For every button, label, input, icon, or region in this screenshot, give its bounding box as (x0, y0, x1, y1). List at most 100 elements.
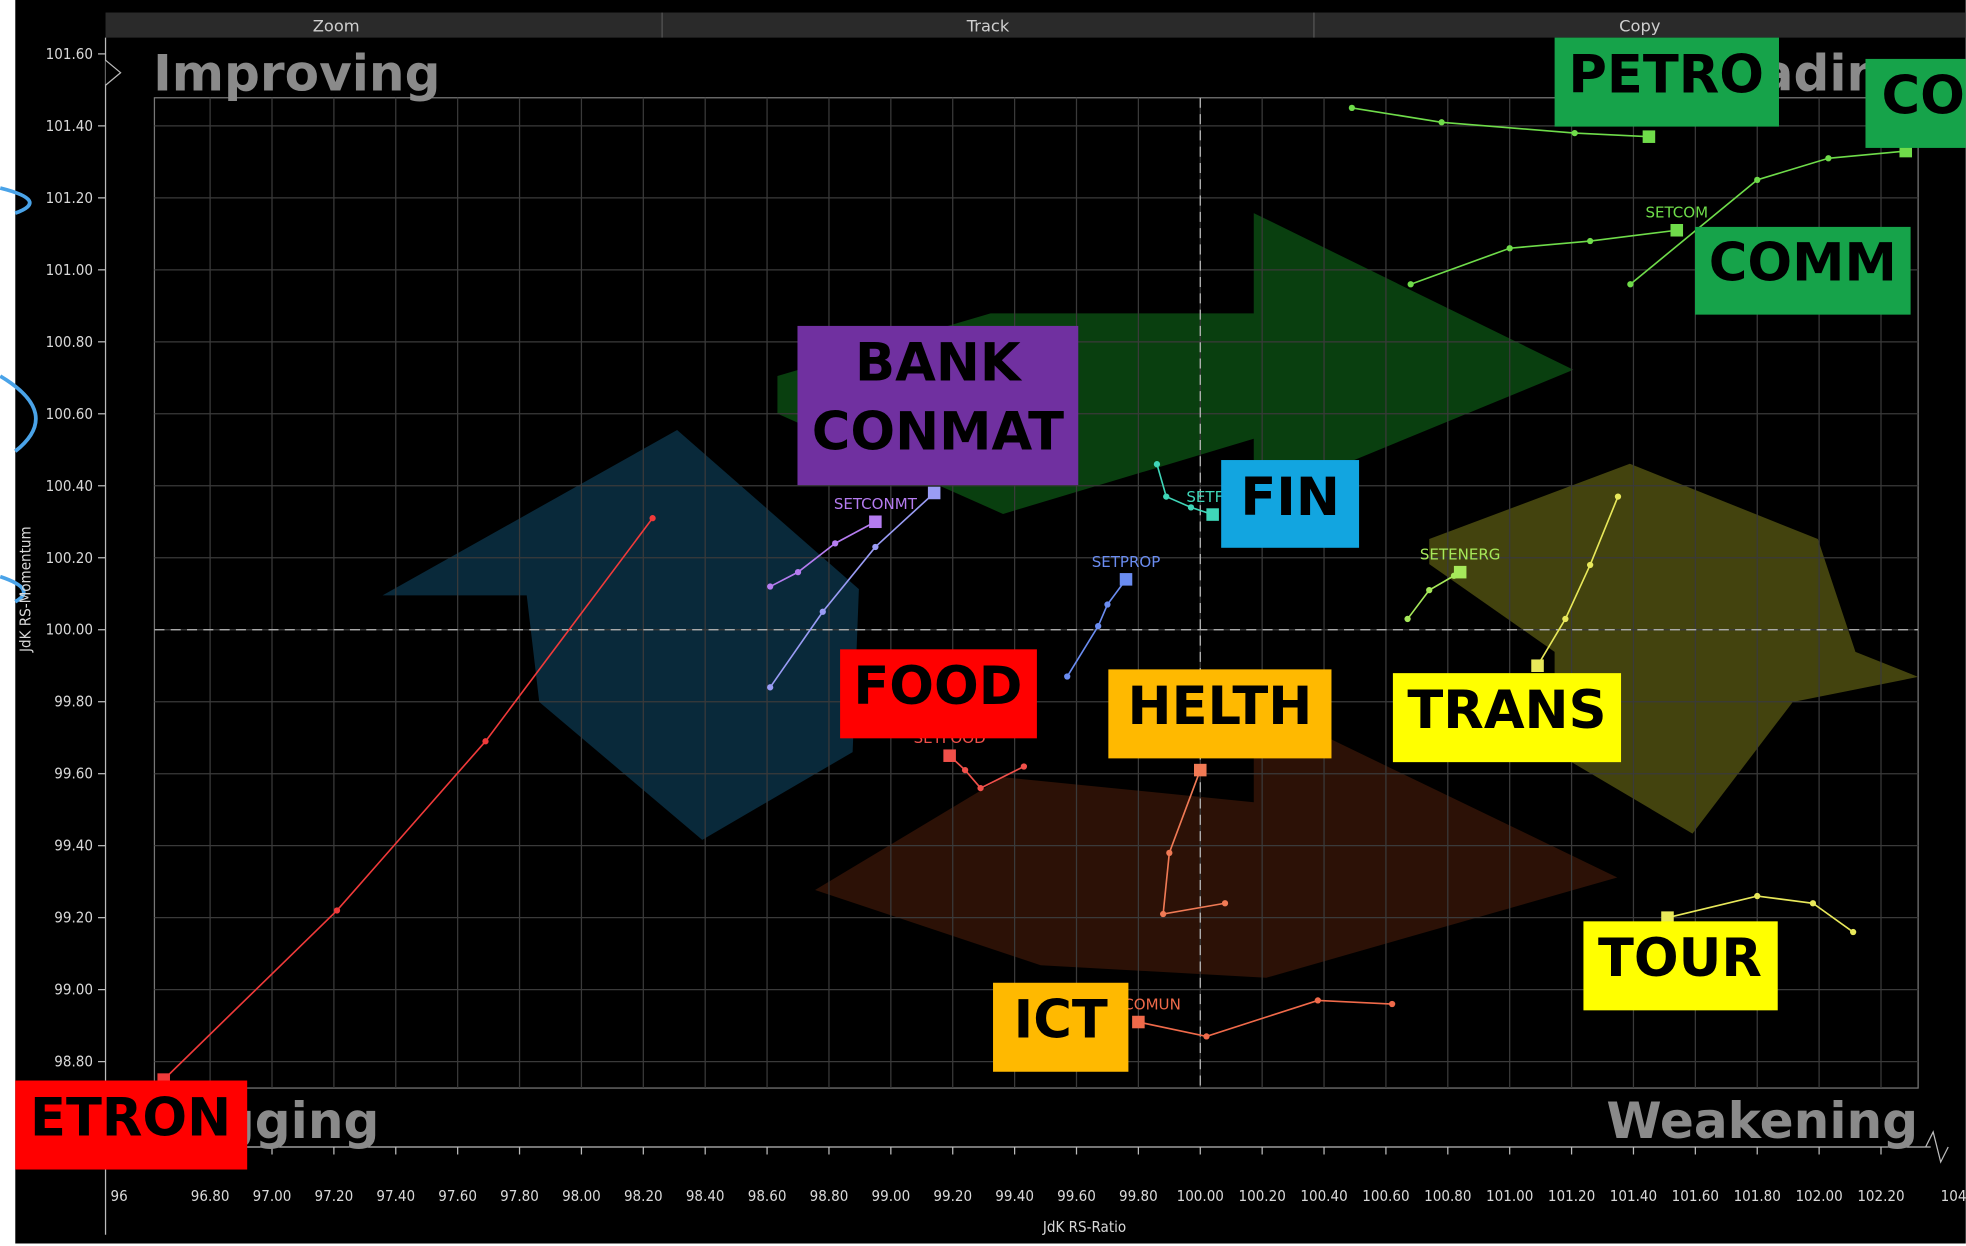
annotation-box (840, 649, 1037, 739)
trail (1629, 150, 1906, 285)
x-axis-end-label: 96 (111, 1187, 128, 1205)
annotation-box (1554, 37, 1779, 127)
trail-point (1020, 763, 1028, 770)
toolbar-button[interactable]: Zoom (313, 16, 360, 35)
quadrant-label: Weakening (1606, 1091, 1918, 1150)
head-marker (1119, 573, 1133, 586)
x-axis-end-label: 104 (1941, 1187, 1966, 1205)
annotation-box (15, 1080, 248, 1170)
trail-point (1825, 155, 1832, 162)
trail-point (872, 543, 879, 551)
trail-point (1627, 281, 1634, 288)
y-tick-label: 99.80 (54, 693, 93, 711)
trail (949, 755, 1025, 790)
trail-point (1407, 281, 1414, 288)
annotation-box (1108, 669, 1332, 759)
annotation: TOUR (1598, 928, 1762, 989)
head-marker (1453, 565, 1467, 579)
y-tick-label: 98.80 (54, 1053, 93, 1071)
x-tick-label: 99.80 (1119, 1187, 1158, 1205)
quadrant-label: Improving (153, 43, 440, 102)
annotation-box (1392, 673, 1622, 763)
rotation-arrow (815, 701, 1618, 978)
x-tick-label: 102.20 (1857, 1187, 1904, 1205)
trail-point (1438, 119, 1445, 126)
head-marker (1531, 659, 1544, 672)
y-tick-label: 99.20 (54, 909, 93, 927)
head-marker (1661, 911, 1674, 924)
x-tick-label: 99.20 (933, 1187, 972, 1205)
head-marker (1642, 130, 1656, 143)
series-label: SETENERG (1420, 546, 1501, 564)
annotation-box (1221, 460, 1360, 548)
trail-point (794, 569, 802, 576)
rotation-arrow (382, 429, 859, 840)
y-tick-label: 99.40 (54, 837, 93, 855)
trail-point (1187, 504, 1195, 511)
trail-point (1104, 601, 1111, 608)
x-tick-label: 98.80 (810, 1187, 849, 1205)
head-marker (943, 749, 956, 762)
toolbar-button[interactable]: Copy (1619, 16, 1661, 35)
y-tick-label: 100.80 (46, 333, 93, 351)
trail (769, 492, 935, 688)
plot-frame (153, 97, 1919, 1089)
series-label: SETCONMT (834, 495, 918, 513)
trail (163, 517, 654, 1081)
trail-point (819, 608, 826, 615)
x-tick-label: 101.00 (1486, 1187, 1533, 1205)
toolbar-button[interactable]: Track (966, 16, 1010, 35)
trail (1351, 107, 1649, 138)
toolbar (105, 12, 1966, 38)
trail (1536, 496, 1619, 667)
x-tick-label: 100.00 (1177, 1187, 1224, 1205)
head-marker (927, 486, 941, 500)
trail (1410, 229, 1677, 286)
annotation-box (993, 982, 1129, 1072)
x-tick-label: 99.60 (1057, 1187, 1096, 1205)
trail (1162, 769, 1226, 916)
head-marker (1206, 508, 1219, 521)
head-marker (1194, 763, 1207, 777)
trail-point (1587, 237, 1594, 245)
y-tick-label: 101.40 (46, 117, 93, 135)
trail-point (1160, 910, 1167, 918)
annotation-box (797, 325, 1079, 486)
y-tick-label: 101.60 (46, 45, 93, 63)
trail-point (1850, 928, 1857, 936)
rotation-arrow (1429, 463, 1919, 834)
x-tick-label: 98.00 (562, 1187, 601, 1205)
head-marker (1670, 223, 1684, 237)
annotation: ICT (1014, 990, 1108, 1051)
annotation: COMM (1709, 232, 1897, 293)
y-tick-label: 100.60 (46, 405, 93, 423)
trail-point (1404, 615, 1411, 623)
head-marker (1132, 1015, 1145, 1029)
y-tick-label: 100.40 (46, 477, 93, 495)
annotation: TRANS (1407, 680, 1606, 741)
series-label: SETPROP (1092, 553, 1161, 571)
annotation: BANK (855, 333, 1023, 394)
trail-point (1754, 176, 1761, 183)
trail-point (767, 583, 774, 590)
x-tick-label: 100.40 (1300, 1187, 1347, 1205)
y-tick-label: 99.00 (54, 981, 93, 999)
trail-point (1426, 587, 1433, 594)
annotation: PETRO (1568, 44, 1764, 105)
x-tick-label: 97.80 (500, 1187, 539, 1205)
y-tick-label: 99.60 (54, 765, 93, 783)
x-tick-label: 98.20 (624, 1187, 663, 1205)
x-tick-label: 99.00 (871, 1187, 910, 1205)
x-tick-label: 100.20 (1238, 1187, 1285, 1205)
x-axis-title: JdK RS-Ratio (1042, 1218, 1126, 1236)
trail-point (1562, 615, 1569, 623)
trail (1138, 999, 1393, 1038)
x-tick-label: 97.60 (438, 1187, 477, 1205)
trail-point (961, 766, 969, 774)
annotation: CONMAT (812, 402, 1064, 463)
y-tick-label: 101.00 (46, 261, 93, 279)
trail-point (1221, 900, 1229, 907)
trail-point (832, 540, 839, 547)
series-label: SETCOM (1645, 204, 1708, 222)
x-tick-label: 97.00 (253, 1187, 292, 1205)
